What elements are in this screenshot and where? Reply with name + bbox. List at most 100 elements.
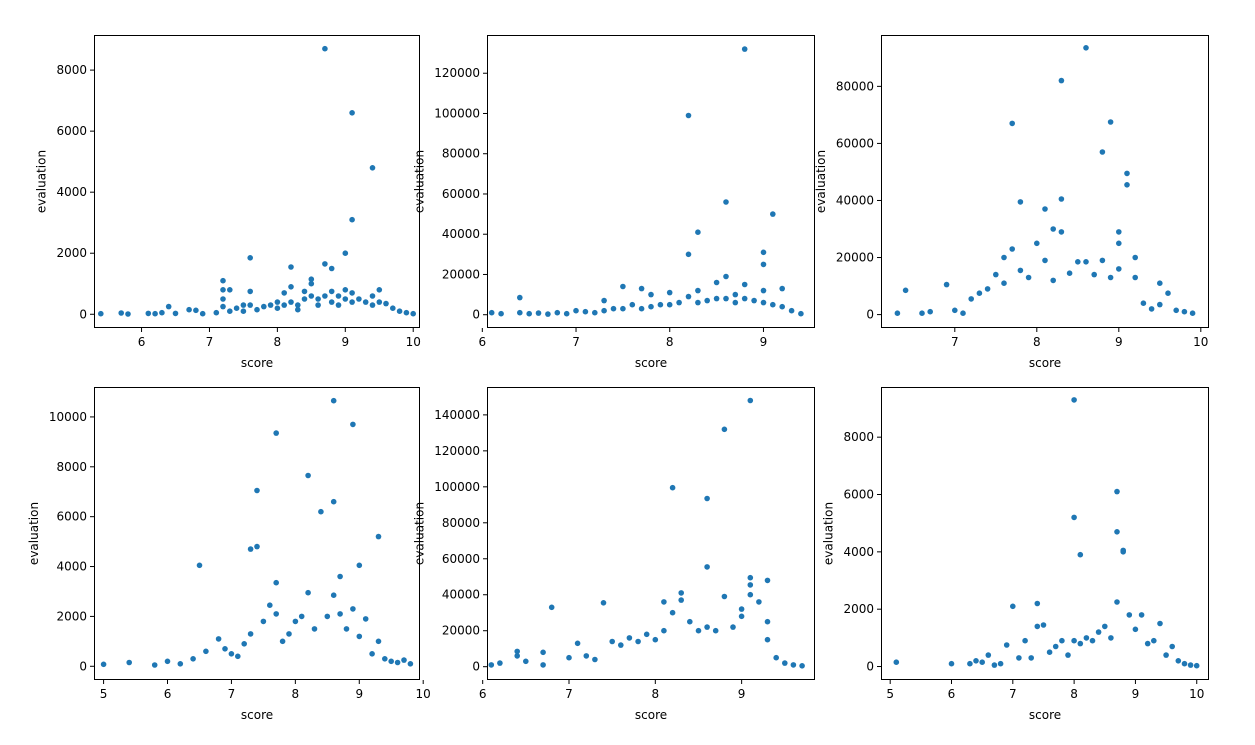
subplot-2: 6 7 8 9 0 20000 40000 60000 80000 100000 120000 sco… bbox=[413, 35, 815, 370]
data-point bbox=[220, 277, 226, 284]
data-point bbox=[247, 631, 254, 637]
data-point bbox=[301, 288, 308, 295]
data-point bbox=[517, 309, 523, 316]
data-point bbox=[330, 397, 337, 404]
data-point bbox=[1009, 246, 1015, 252]
data-point bbox=[1116, 229, 1122, 235]
data-point bbox=[349, 110, 355, 116]
data-point bbox=[943, 281, 950, 288]
y-tick-label: 8000 bbox=[56, 460, 87, 474]
x-axis-label: score bbox=[635, 708, 667, 722]
data-point bbox=[566, 654, 572, 661]
data-point bbox=[760, 287, 767, 294]
data-point bbox=[721, 593, 728, 600]
data-point bbox=[1065, 652, 1071, 658]
y-tick-label: 0 bbox=[472, 660, 480, 674]
data-point bbox=[100, 661, 107, 668]
data-point bbox=[540, 649, 546, 656]
x-tick-label: 6 bbox=[478, 335, 486, 349]
data-point bbox=[514, 653, 520, 659]
data-point bbox=[328, 299, 335, 305]
data-point bbox=[497, 660, 503, 666]
data-point bbox=[1046, 649, 1053, 655]
data-point bbox=[308, 280, 315, 287]
data-point bbox=[1042, 257, 1048, 264]
y-axis-label: evaluation bbox=[814, 150, 828, 213]
x-tick-label: 8 bbox=[651, 687, 659, 701]
data-point bbox=[394, 659, 401, 666]
data-point bbox=[247, 254, 253, 261]
data-point bbox=[732, 291, 739, 298]
data-point bbox=[1140, 300, 1147, 307]
data-point bbox=[343, 626, 350, 632]
data-point bbox=[1083, 635, 1090, 641]
y-tick-label: 100000 bbox=[434, 106, 480, 120]
data-point bbox=[574, 640, 581, 647]
data-point bbox=[635, 638, 641, 645]
x-tick-label: 9 bbox=[760, 335, 768, 349]
data-point bbox=[1071, 637, 1077, 644]
data-point bbox=[618, 642, 624, 648]
data-point bbox=[267, 302, 274, 308]
data-point bbox=[902, 287, 909, 294]
x-tick-label: 5 bbox=[886, 687, 894, 701]
data-point bbox=[1151, 637, 1157, 644]
points-group bbox=[488, 46, 804, 317]
data-point bbox=[695, 627, 702, 634]
x-axis-label: score bbox=[241, 356, 273, 370]
data-point bbox=[984, 286, 991, 292]
data-point bbox=[362, 616, 369, 622]
x-tick-label: 7 bbox=[572, 335, 580, 349]
y-tick-label: 2000 bbox=[56, 246, 87, 260]
data-point bbox=[713, 279, 720, 286]
data-point bbox=[657, 301, 664, 308]
data-point bbox=[1058, 77, 1065, 84]
data-point bbox=[328, 288, 335, 295]
data-point bbox=[222, 646, 228, 652]
y-tick-label: 120000 bbox=[434, 66, 480, 80]
x-axis-label: score bbox=[241, 708, 273, 722]
y-axis-label: evaluation bbox=[413, 150, 427, 213]
data-point bbox=[741, 281, 748, 288]
data-point bbox=[1071, 397, 1077, 403]
data-point bbox=[661, 599, 667, 605]
axes-frame bbox=[487, 35, 815, 328]
y-axis-label: evaluation bbox=[413, 502, 427, 565]
data-point bbox=[601, 297, 607, 304]
data-point bbox=[973, 658, 979, 664]
data-point bbox=[1034, 600, 1041, 607]
data-point bbox=[165, 303, 172, 310]
data-point bbox=[274, 299, 281, 305]
data-point bbox=[760, 249, 767, 256]
data-point bbox=[666, 289, 673, 296]
data-point bbox=[620, 305, 626, 312]
data-point bbox=[305, 589, 311, 596]
data-point bbox=[1034, 240, 1040, 247]
data-point bbox=[295, 302, 301, 308]
data-point bbox=[342, 250, 349, 256]
data-point bbox=[1132, 274, 1138, 281]
data-point bbox=[704, 564, 710, 570]
data-point bbox=[292, 618, 299, 625]
data-point bbox=[233, 305, 240, 312]
data-point bbox=[335, 293, 342, 299]
data-point bbox=[350, 606, 356, 612]
data-point bbox=[993, 271, 999, 278]
data-point bbox=[997, 660, 1004, 667]
data-point bbox=[203, 648, 209, 655]
data-point bbox=[369, 165, 376, 171]
data-point bbox=[601, 307, 607, 314]
data-point bbox=[1091, 271, 1097, 278]
data-point bbox=[220, 296, 226, 302]
data-point bbox=[305, 472, 311, 479]
data-point bbox=[723, 199, 729, 205]
data-point bbox=[227, 308, 233, 315]
data-point bbox=[1071, 514, 1077, 521]
data-point bbox=[704, 495, 710, 502]
data-point bbox=[563, 310, 570, 317]
data-point bbox=[573, 307, 579, 314]
data-point bbox=[582, 308, 589, 315]
data-point bbox=[669, 484, 676, 491]
data-point bbox=[721, 426, 728, 433]
data-point bbox=[152, 310, 158, 317]
